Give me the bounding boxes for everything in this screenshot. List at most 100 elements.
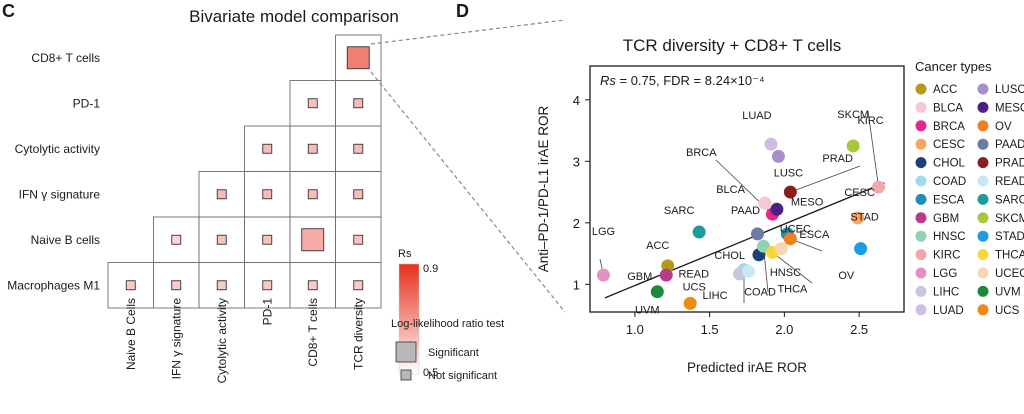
point-sarc (692, 225, 706, 239)
leader-thca (772, 252, 813, 284)
heatmap-cell-pd-1-tcr-diversity (353, 98, 364, 109)
legend-label-luad: LUAD (933, 305, 964, 317)
point-label-acc: ACC (646, 240, 669, 252)
legend-label-uvm: UVM (995, 286, 1021, 298)
point-label-gbm: GBM (627, 271, 652, 283)
not-significant-legend-label: Not significant (428, 370, 497, 382)
legend-label-skcm: SKCM (995, 213, 1024, 225)
significant-legend-label: Significant (428, 347, 479, 359)
legend-label-blca: BLCA (933, 102, 963, 114)
point-kirc (872, 180, 886, 194)
legend-label-hnsc: HNSC (933, 231, 966, 243)
not-significant-legend-swatch (400, 369, 412, 381)
point-label-uvm: UVM (635, 305, 659, 317)
y-tick-label: 3 (573, 154, 580, 169)
legend-swatch-acc (915, 83, 927, 95)
heatmap-cell-frame (335, 262, 382, 309)
point-label-skcm: SKCM (837, 109, 869, 121)
x-axis-label: Predicted irAE ROR (687, 360, 807, 375)
connector-bottom (370, 71, 566, 313)
point-prad (783, 185, 797, 199)
point-label-lihc: LIHC (702, 290, 727, 302)
y-tick-label: 4 (573, 93, 580, 108)
scatter-point-labels: ACC BLCA CESC CHOL COAD ESCA GBM HNSC KIRC LGG LIH… (592, 109, 884, 317)
point-cesc (851, 211, 865, 225)
rs-legend-max: 0.9 (423, 263, 438, 275)
heatmap-col-label-tcr-diversity: TCR diversity (351, 298, 365, 370)
heatmap-cell-pd-1-cd8-t-cells (307, 98, 318, 109)
legend-swatch-lusc (977, 83, 989, 95)
legend-swatch-paad (977, 138, 989, 150)
y-tick-label: 1 (573, 277, 580, 292)
heatmap-grid (107, 34, 382, 309)
heatmap-cell-ifn-signature-tcr-diversity (353, 189, 364, 200)
cancer-legend: ACC BLCA BRCA CESC CHOL COAD ESCA GBM HNSC KIRC LG… (915, 83, 1024, 317)
point-ov (783, 232, 797, 246)
point-lgg (596, 268, 610, 282)
legend-swatch-coad (915, 175, 927, 187)
point-skcm (846, 139, 860, 153)
point-label-esca: ESCA (799, 229, 830, 241)
scatter-axes: 1.0 1.5 2.0 2.5 1 2 3 4 Predicted irAE ROR Anti–P… (536, 65, 905, 375)
x-tick-label: 2.5 (850, 322, 868, 337)
heatmap-title: Bivariate model comparison (189, 7, 399, 26)
legend-label-lusc: LUSC (995, 84, 1024, 96)
heatmap-column-labels: Naive B Cells IFN γ signature Cytolytic ac… (124, 298, 366, 384)
point-label-read: READ (678, 268, 709, 280)
point-stad (854, 242, 868, 256)
legend-swatch-prad (977, 157, 989, 169)
legend-label-coad: COAD (933, 176, 966, 188)
legend-swatch-cesc (915, 138, 927, 150)
heatmap-row-label-naive-b-cells: Naive B cells (31, 233, 100, 247)
legend-label-kirc: KIRC (933, 250, 960, 262)
heatmap-col-label-ifn-signature: IFN γ signature (169, 298, 183, 380)
point-ucec (774, 242, 788, 256)
legend-swatch-chol (915, 157, 927, 169)
point-paad (750, 227, 764, 241)
heatmap-cell-cd8-t-cells-tcr-diversity (346, 46, 370, 70)
legend-label-sarc: SARC (995, 194, 1024, 206)
legend-swatch-ucs (977, 304, 989, 316)
heatmap-cell-macrophages-m1-cd8-t-cells (307, 280, 318, 291)
point-lusc (771, 149, 785, 163)
legend-label-lgg: LGG (933, 268, 957, 280)
x-tick-label: 1.0 (626, 322, 644, 337)
legend-swatch-kirc (915, 249, 927, 261)
heatmap-col-label-pd-1: PD-1 (260, 298, 274, 326)
heatmap-cell-naive-b-cells-cytolytic-activity (216, 234, 227, 245)
point-label-brca: BRCA (686, 147, 717, 159)
point-label-paad: PAAD (731, 205, 760, 217)
cancer-legend-title: Cancer types (915, 59, 992, 74)
legend-label-stad: STAD (995, 231, 1024, 243)
scatter-title: TCR diversity + CD8+ T cells (623, 36, 842, 55)
heatmap-cell-ifn-signature-pd-1 (262, 189, 273, 200)
legend-label-cesc: CESC (933, 139, 965, 151)
legend-label-chol: CHOL (933, 158, 966, 170)
legend-swatch-esca (915, 193, 927, 205)
legend-swatch-meso (977, 101, 989, 113)
legend-swatch-hnsc (915, 230, 927, 242)
legend-swatch-luad (915, 304, 927, 316)
heatmap-cell-cytolytic-activity-pd-1 (262, 143, 273, 154)
legend-label-thca: THCA (995, 250, 1024, 262)
scatter-plot-frame (589, 65, 905, 313)
legend-label-brca: BRCA (933, 121, 965, 133)
heatmap-cell-naive-b-cells-pd-1 (262, 234, 273, 245)
heatmap-row-label-ifn-signature: IFN γ signature (19, 187, 101, 201)
scatter-fit-line (604, 182, 885, 299)
point-ucs (683, 296, 697, 310)
heatmap-col-label-cytolytic-activity: Cytolytic activity (215, 298, 229, 383)
point-label-cesc: CESC (844, 187, 875, 199)
heatmap-cell-macrophages-m1-cytolytic-activity (216, 280, 227, 291)
point-label-blca: BLCA (716, 184, 745, 196)
point-label-chol: CHOL (714, 250, 745, 262)
point-label-hnsc: HNSC (770, 267, 801, 279)
point-label-meso: MESO (791, 196, 824, 208)
connector-top (370, 19, 566, 45)
y-axis-label: Anti–PD-1/PD-L1 irAE ROR (536, 105, 551, 272)
regression-line (604, 182, 885, 299)
legend-label-ucs: UCS (995, 305, 1020, 317)
legend-swatch-lgg (915, 267, 927, 279)
leader-prad (790, 165, 861, 193)
heatmap-row-label-pd-1: PD-1 (73, 96, 101, 110)
